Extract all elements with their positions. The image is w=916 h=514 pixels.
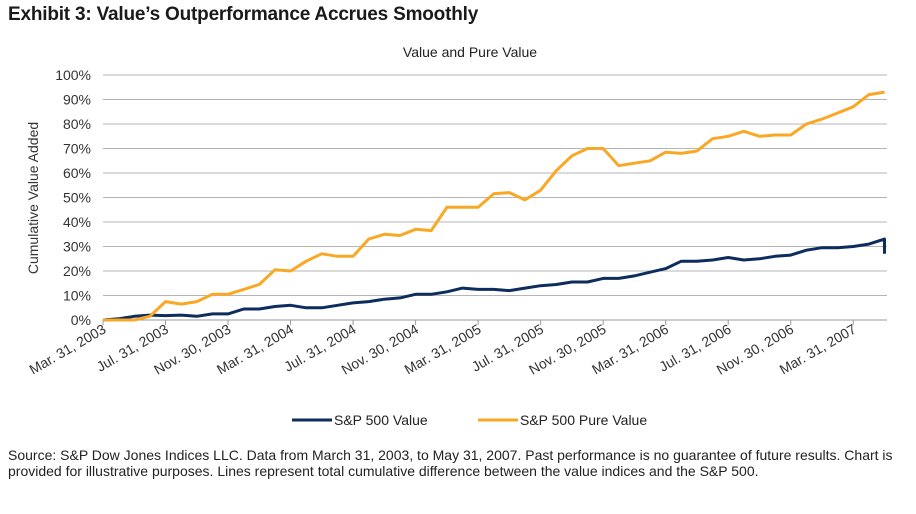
x-tick-label: Mar. 31, 2003 [26, 321, 108, 378]
y-axis-ticks: 0% 10% 20% 30% 40% 50% 60% 70% 80% 90% 100% [55, 67, 91, 328]
legend-label: S&P 500 Pure Value [520, 412, 647, 428]
y-tick-label: 60% [63, 165, 91, 181]
line-chart: Value and Pure Value Cumulative Value Ad… [25, 44, 887, 428]
chart-title: Value and Pure Value [403, 44, 537, 60]
y-tick-label: 30% [63, 239, 91, 255]
legend-item: S&P 500 Value [292, 412, 428, 428]
legend-label: S&P 500 Value [334, 412, 428, 428]
y-tick-label: 80% [63, 116, 91, 132]
source-footnote: Source: S&P Dow Jones Indices LLC. Data … [8, 447, 893, 479]
y-tick-label: 10% [63, 288, 91, 304]
y-tick-label: 90% [63, 92, 91, 108]
exhibit-title: Exhibit 3: Value’s Outperformance Accrue… [8, 4, 479, 25]
series-line-sp500-value [102, 237, 886, 322]
y-tick-label: 100% [55, 67, 91, 83]
y-tick-label: 0% [71, 312, 91, 328]
series-lines [102, 90, 886, 322]
y-tick-label: 70% [63, 141, 91, 157]
series-line-sp500-pure-value [103, 90, 885, 322]
y-axis-label: Cumulative Value Added [25, 122, 41, 274]
y-tick-label: 20% [63, 263, 91, 279]
legend-item: S&P 500 Pure Value [478, 412, 647, 428]
gridlines [103, 74, 887, 296]
y-tick-label: 40% [63, 214, 91, 230]
legend: S&P 500 Value S&P 500 Pure Value [292, 412, 647, 428]
y-tick-label: 50% [63, 190, 91, 206]
